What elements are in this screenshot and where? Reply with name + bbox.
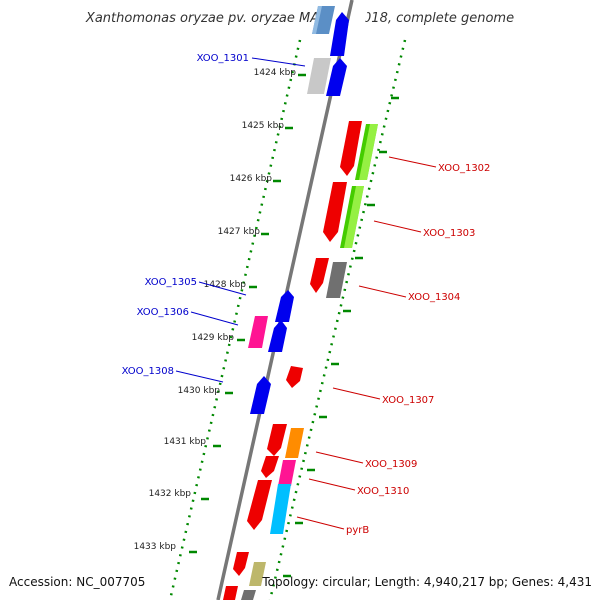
gene-label-xoo-1303[interactable]: XOO_1303 — [423, 228, 475, 239]
genome-summary-text: Topology: circular; Length: 4,940,217 bp… — [261, 575, 592, 589]
gene-block[interactable] — [268, 320, 287, 352]
gene-label-xoo-1305[interactable]: XOO_1305 — [145, 277, 197, 288]
gene-label-xoo-1308[interactable]: XOO_1308 — [122, 366, 174, 377]
gene-highlight — [359, 124, 378, 180]
gene-block[interactable] — [249, 562, 266, 586]
gene-label-xoo-1302[interactable]: XOO_1302 — [438, 163, 490, 174]
tick-label-1430: 1430 kbp — [178, 386, 221, 396]
gene-block[interactable] — [330, 12, 349, 56]
tick-label-1425: 1425 kbp — [242, 121, 285, 131]
gene-label-pyrb[interactable]: pyrB — [346, 525, 369, 536]
gene-block[interactable] — [270, 484, 291, 534]
gene-block[interactable] — [278, 460, 296, 486]
tick-label-1433: 1433 kbp — [134, 542, 177, 552]
gene-block[interactable] — [310, 258, 329, 293]
gene-label-xoo-1307[interactable]: XOO_1307 — [382, 395, 434, 406]
tick-label-1426: 1426 kbp — [230, 174, 273, 184]
gene-highlight — [312, 6, 322, 34]
gene-block[interactable] — [307, 58, 331, 94]
gene-label-xoo-1304[interactable]: XOO_1304 — [408, 292, 460, 303]
gene-block[interactable] — [241, 590, 256, 600]
gene-block[interactable] — [286, 366, 303, 388]
kbp-axis-labels: 1424 kbp 1425 kbp 1426 kbp 1427 kbp 1428… — [134, 68, 297, 552]
accession-text: Accession: NC_007705 — [9, 575, 145, 589]
tick-label-1427: 1427 kbp — [218, 227, 261, 237]
gene-block[interactable] — [248, 316, 268, 348]
leader-lines — [175, 57, 437, 530]
map-title: Xanthomonas oryzae pv. oryzae MAFF 31101… — [85, 11, 514, 26]
gene-block[interactable] — [326, 262, 347, 298]
gene-block[interactable] — [323, 182, 347, 242]
minus-strand-genes — [248, 6, 349, 586]
tick-label-1429: 1429 kbp — [192, 333, 235, 343]
gene-label-xoo-1301[interactable]: XOO_1301 — [197, 53, 249, 64]
tick-label-1431: 1431 kbp — [164, 437, 207, 447]
tick-label-1432: 1432 kbp — [149, 489, 192, 499]
plus-strand-genes — [223, 121, 378, 600]
tick-label-1428: 1428 kbp — [204, 280, 247, 290]
plus-gene-labels: XOO_1302 XOO_1303 XOO_1304 XOO_1307 XOO_… — [346, 163, 490, 536]
gene-block[interactable] — [267, 424, 287, 456]
gene-block[interactable] — [233, 552, 249, 576]
gene-label-xoo-1310[interactable]: XOO_1310 — [357, 486, 409, 497]
gene-block[interactable] — [285, 428, 304, 458]
gene-block[interactable] — [261, 456, 279, 478]
gene-block[interactable] — [340, 121, 362, 176]
gene-block[interactable] — [223, 586, 238, 600]
outer-track-right — [268, 39, 407, 600]
gene-block[interactable] — [250, 376, 271, 414]
tick-marks — [189, 73, 399, 578]
gene-block[interactable] — [275, 290, 294, 322]
gene-label-xoo-1306[interactable]: XOO_1306 — [137, 307, 189, 318]
gene-highlight — [344, 186, 364, 248]
gene-block[interactable] — [247, 480, 272, 530]
gene-label-xoo-1309[interactable]: XOO_1309 — [365, 459, 417, 470]
tick-label-1424: 1424 kbp — [254, 68, 297, 78]
gene-block[interactable] — [326, 58, 347, 96]
minus-gene-labels: XOO_1301 XOO_1305 XOO_1306 XOO_1308 — [122, 53, 249, 377]
